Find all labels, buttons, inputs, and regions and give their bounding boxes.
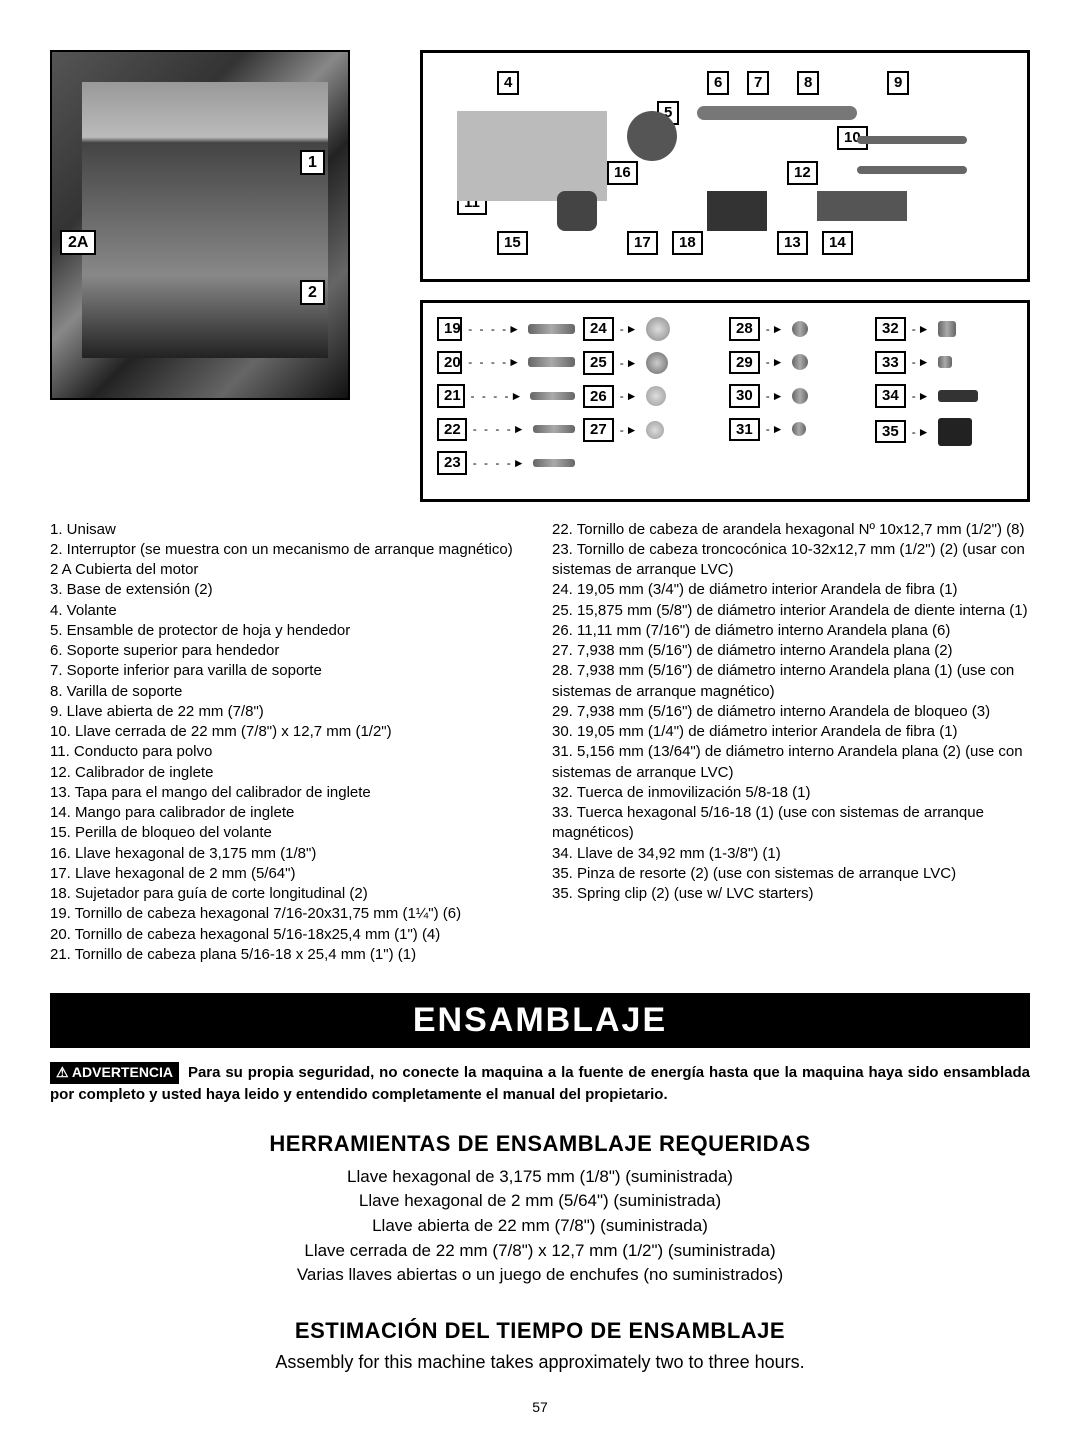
parts-item: 13. Tapa para el mango del calibrador de…	[50, 783, 528, 803]
dlabel-28: 28	[729, 317, 760, 341]
parts-item: 16. Llave hexagonal de 3,175 mm (1/8")	[50, 844, 528, 864]
parts-item: 24. 19,05 mm (3/4") de diámetro interior…	[552, 580, 1030, 600]
diagram-column: 4 6 7 8 9 3 5 10 16 12 11 15 17 18 13 14	[420, 50, 1030, 502]
tool-item: Llave hexagonal de 3,175 mm (1/8") (sumi…	[50, 1165, 1030, 1190]
parts-item: 15. Perilla de bloqueo del volante	[50, 823, 528, 843]
parts-item: 11. Conducto para polvo	[50, 742, 528, 762]
dlabel-7: 7	[747, 71, 769, 95]
dlabel-9: 9	[887, 71, 909, 95]
parts-list-right: 22. Tornillo de cabeza de arandela hexag…	[552, 520, 1030, 966]
dlabel-6: 6	[707, 71, 729, 95]
parts-item: 35. Pinza de resorte (2) (use con sistem…	[552, 864, 1030, 884]
dlabel-23: 23	[437, 451, 467, 475]
warning-label: ADVERTENCIA	[72, 1064, 173, 1080]
parts-item: 22. Tornillo de cabeza de arandela hexag…	[552, 520, 1030, 540]
dlabel-35: 35	[875, 420, 906, 444]
dlabel-17: 17	[627, 231, 658, 255]
parts-item: 12. Calibrador de inglete	[50, 763, 528, 783]
time-heading: ESTIMACIÓN DEL TIEMPO DE ENSAMBLAJE	[50, 1318, 1030, 1344]
parts-item: 32. Tuerca de inmovilización 5/8-18 (1)	[552, 783, 1030, 803]
dlabel-12: 12	[787, 161, 818, 185]
parts-item: 5. Ensamble de protector de hoja y hende…	[50, 621, 528, 641]
dlabel-27: 27	[583, 418, 614, 442]
dlabel-20: 20	[437, 351, 462, 375]
diagram-upper: 4 6 7 8 9 3 5 10 16 12 11 15 17 18 13 14	[420, 50, 1030, 282]
dlabel-31: 31	[729, 418, 760, 442]
parts-item: 3. Base de extensión (2)	[50, 580, 528, 600]
dlabel-32: 32	[875, 317, 906, 341]
parts-item: 31. 5,156 mm (13/64") de diámetro intern…	[552, 742, 1030, 783]
parts-item: 1. Unisaw	[50, 520, 528, 540]
parts-item: 26. 11,11 mm (7/16") de diámetro interno…	[552, 621, 1030, 641]
parts-item: 10. Llave cerrada de 22 mm (7/8") x 12,7…	[50, 722, 528, 742]
tools-list: Llave hexagonal de 3,175 mm (1/8") (sumi…	[50, 1165, 1030, 1288]
diagram-lower: 19- - - -► 20- - - -► 21- - - -► 22- - -…	[420, 300, 1030, 502]
parts-item: 2. Interruptor (se muestra con un mecani…	[50, 540, 528, 560]
dlabel-22: 22	[437, 418, 467, 442]
tool-item: Llave cerrada de 22 mm (7/8") x 12,7 mm …	[50, 1239, 1030, 1264]
dlabel-14: 14	[822, 231, 853, 255]
warning-badge: ⚠ ADVERTENCIA	[50, 1062, 179, 1084]
top-row: 1 2A 2 4 6 7 8 9 3 5 10 16 12 11 15 17 1…	[50, 50, 1030, 502]
parts-item: 7. Soporte inferior para varilla de sopo…	[50, 661, 528, 681]
parts-item: 30. 19,05 mm (1/4") de diámetro interior…	[552, 722, 1030, 742]
parts-item: 2 A Cubierta del motor	[50, 560, 528, 580]
parts-item: 6. Soporte superior para hendedor	[50, 641, 528, 661]
parts-list-left: 1. Unisaw2. Interruptor (se muestra con …	[50, 520, 528, 966]
tool-item: Llave hexagonal de 2 mm (5/64") (suminis…	[50, 1189, 1030, 1214]
dlabel-24: 24	[583, 317, 614, 341]
dlabel-33: 33	[875, 351, 906, 375]
parts-item: 20. Tornillo de cabeza hexagonal 5/16-18…	[50, 925, 528, 945]
dlabel-15: 15	[497, 231, 528, 255]
tool-item: Varias llaves abiertas o un juego de enc…	[50, 1263, 1030, 1288]
time-text: Assembly for this machine takes approxim…	[50, 1352, 1030, 1373]
product-image	[50, 50, 350, 400]
parts-item: 8. Varilla de soporte	[50, 682, 528, 702]
parts-item: 9. Llave abierta de 22 mm (7/8")	[50, 702, 528, 722]
parts-item: 14. Mango para calibrador de inglete	[50, 803, 528, 823]
parts-item: 28. 7,938 mm (5/16") de diámetro interno…	[552, 661, 1030, 702]
dlabel-19: 19	[437, 317, 462, 341]
callout-2: 2	[300, 280, 325, 305]
parts-item: 18. Sujetador para guía de corte longitu…	[50, 884, 528, 904]
dlabel-25: 25	[583, 351, 614, 375]
dlabel-26: 26	[583, 385, 614, 409]
product-figure: 1 2A 2	[50, 50, 390, 420]
callout-1: 1	[300, 150, 325, 175]
parts-item: 23. Tornillo de cabeza troncocónica 10-3…	[552, 540, 1030, 581]
parts-item: 35. Spring clip (2) (use w/ LVC starters…	[552, 884, 1030, 904]
parts-item: 27. 7,938 mm (5/16") de diámetro interno…	[552, 641, 1030, 661]
warning-paragraph: ⚠ ADVERTENCIA Para su propia seguridad, …	[50, 1062, 1030, 1105]
dlabel-34: 34	[875, 384, 906, 408]
dlabel-16: 16	[607, 161, 638, 185]
parts-item: 25. 15,875 mm (5/8") de diámetro interio…	[552, 601, 1030, 621]
section-banner: ENSAMBLAJE	[50, 993, 1030, 1048]
parts-item: 19. Tornillo de cabeza hexagonal 7/16-20…	[50, 904, 528, 924]
parts-item: 29. 7,938 mm (5/16") de diámetro interno…	[552, 702, 1030, 722]
tool-item: Llave abierta de 22 mm (7/8") (suministr…	[50, 1214, 1030, 1239]
parts-list: 1. Unisaw2. Interruptor (se muestra con …	[50, 520, 1030, 966]
dlabel-18: 18	[672, 231, 703, 255]
callout-2a: 2A	[60, 230, 96, 255]
warning-text: Para su propia seguridad, no conecte la …	[50, 1064, 1030, 1103]
tools-heading: HERRAMIENTAS DE ENSAMBLAJE REQUERIDAS	[50, 1131, 1030, 1157]
parts-item: 17. Llave hexagonal de 2 mm (5/64")	[50, 864, 528, 884]
parts-item: 33. Tuerca hexagonal 5/16-18 (1) (use co…	[552, 803, 1030, 844]
parts-item: 21. Tornillo de cabeza plana 5/16-18 x 2…	[50, 945, 528, 965]
dlabel-4: 4	[497, 71, 519, 95]
page-number: 57	[50, 1399, 1030, 1415]
dlabel-29: 29	[729, 351, 760, 375]
dlabel-30: 30	[729, 384, 760, 408]
dlabel-21: 21	[437, 384, 465, 408]
parts-item: 34. Llave de 34,92 mm (1-3/8") (1)	[552, 844, 1030, 864]
parts-item: 4. Volante	[50, 601, 528, 621]
dlabel-8: 8	[797, 71, 819, 95]
dlabel-13: 13	[777, 231, 808, 255]
